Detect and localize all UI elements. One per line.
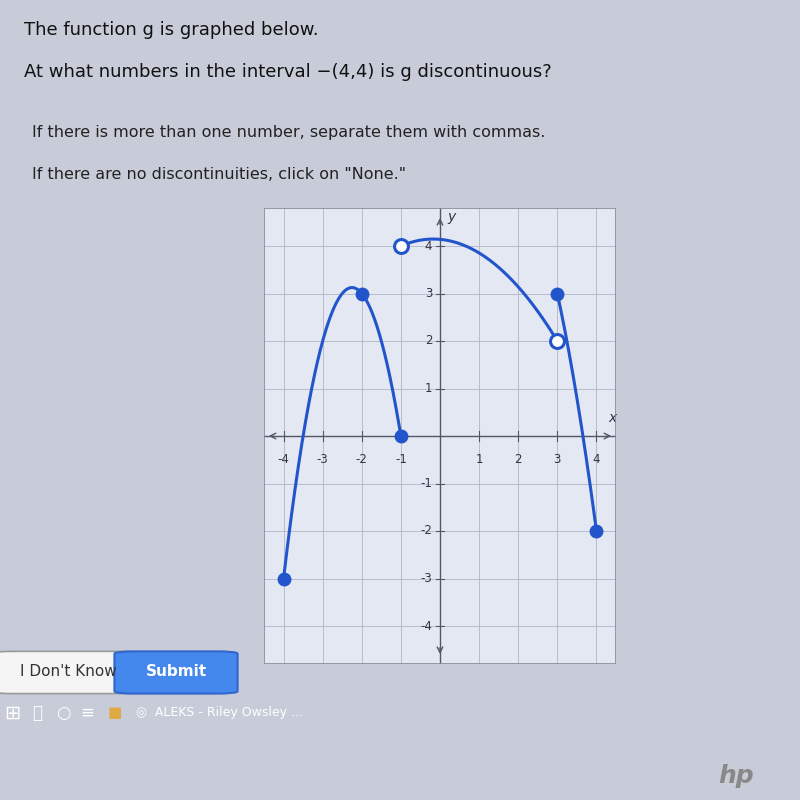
Text: hp: hp (718, 764, 754, 788)
Text: -4: -4 (278, 453, 290, 466)
Point (551, 287, 564, 300)
Text: ■: ■ (108, 706, 122, 720)
Text: 1: 1 (475, 453, 483, 466)
Text: 1: 1 (425, 382, 432, 395)
Point (394, 240, 407, 253)
Text: -1: -1 (395, 453, 407, 466)
Text: Submit: Submit (146, 663, 206, 678)
Text: ⊞: ⊞ (4, 703, 20, 722)
Text: -3: -3 (317, 453, 329, 466)
FancyBboxPatch shape (0, 651, 146, 694)
Text: 3: 3 (554, 453, 561, 466)
Point (590, 525, 603, 538)
Text: 4: 4 (425, 239, 432, 253)
Text: If there is more than one number, separate them with commas.: If there is more than one number, separa… (32, 126, 546, 140)
Text: The function g is graphed below.: The function g is graphed below. (24, 21, 318, 39)
Text: -4: -4 (420, 619, 432, 633)
Point (551, 334, 564, 347)
Text: 3: 3 (425, 287, 432, 300)
Text: -2: -2 (356, 453, 368, 466)
Text: ≡: ≡ (80, 704, 94, 722)
Text: y: y (447, 210, 455, 223)
Text: 2: 2 (425, 334, 432, 347)
Text: ⌕: ⌕ (32, 704, 42, 722)
Point (355, 287, 368, 300)
Text: ○: ○ (56, 704, 70, 722)
Text: 4: 4 (593, 453, 600, 466)
Text: x: x (609, 410, 617, 425)
Text: I Don't Know: I Don't Know (20, 663, 117, 678)
Text: -3: -3 (421, 572, 432, 585)
Text: At what numbers in the interval −(4,4) is g discontinuous?: At what numbers in the interval −(4,4) i… (24, 62, 552, 81)
Text: 2: 2 (514, 453, 522, 466)
Text: -2: -2 (420, 525, 432, 538)
Text: ◎  ALEKS - Riley Owsley ...: ◎ ALEKS - Riley Owsley ... (136, 706, 303, 719)
Text: -1: -1 (420, 477, 432, 490)
Text: If there are no discontinuities, click on "None.": If there are no discontinuities, click o… (32, 167, 406, 182)
FancyBboxPatch shape (114, 651, 238, 694)
Point (394, 430, 407, 442)
Point (277, 572, 290, 585)
